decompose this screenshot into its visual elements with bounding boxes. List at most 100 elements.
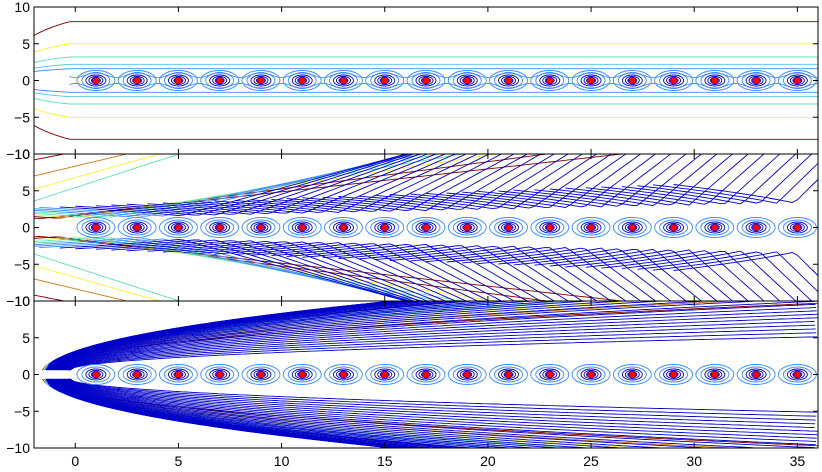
contour-line	[34, 125, 818, 140]
contour-line	[55, 301, 438, 371]
point-contour	[736, 364, 776, 385]
contour-line	[147, 240, 429, 301]
point-contour	[539, 368, 561, 381]
point-contour	[612, 217, 652, 238]
data-point	[669, 223, 678, 232]
contour-line	[199, 242, 457, 301]
y-tick-label: −5	[14, 256, 30, 272]
contour-line	[62, 378, 768, 448]
point-contour	[76, 364, 116, 385]
point-contour	[209, 74, 231, 87]
point-contour	[501, 76, 516, 85]
point-contour	[329, 72, 358, 89]
contour-line	[54, 301, 428, 371]
contour-line	[62, 378, 716, 448]
contour-line	[57, 301, 496, 371]
contour-line	[652, 251, 818, 293]
point-contour	[117, 217, 157, 238]
point-contour	[612, 70, 652, 91]
point-contour	[209, 368, 231, 381]
contour-line	[58, 378, 517, 448]
point-contour	[456, 74, 478, 87]
contour-line	[621, 250, 797, 301]
data-point	[628, 76, 637, 85]
point-contour	[167, 221, 189, 234]
point-contour	[704, 74, 726, 87]
point-contour	[209, 221, 231, 234]
point-contour	[654, 70, 694, 91]
contour-line	[358, 154, 569, 210]
contour-line	[286, 154, 516, 211]
data-point	[793, 76, 802, 85]
contour-plot-area	[34, 21, 818, 140]
contour-line	[56, 378, 450, 448]
point-contour	[782, 72, 812, 89]
contour-line	[462, 154, 657, 208]
point-contour	[81, 72, 111, 89]
point-contour	[539, 221, 561, 234]
data-point	[215, 76, 224, 85]
point-contour	[365, 70, 405, 91]
point-contour	[663, 221, 685, 234]
panel-top: −10 −5 0 5 10	[6, 0, 819, 162]
contour-line	[66, 317, 818, 371]
point-contour	[88, 223, 104, 232]
point-contour	[418, 76, 434, 85]
point-contour	[282, 217, 322, 238]
x-tick-label: 35	[790, 453, 806, 469]
contour-line	[61, 378, 670, 448]
contour-line	[477, 247, 672, 301]
data-point	[215, 223, 224, 232]
contour-line	[250, 154, 491, 212]
point-contour	[170, 370, 186, 379]
point-contour	[583, 370, 599, 379]
point-contour	[786, 368, 808, 381]
data-point	[339, 76, 348, 85]
point-contour	[786, 74, 808, 87]
x-tick-label: 15	[377, 453, 393, 469]
point-contour	[576, 366, 606, 383]
contour-line	[549, 154, 734, 206]
point-contour	[736, 70, 776, 91]
point-contour	[336, 223, 351, 232]
contour-line	[565, 154, 749, 206]
data-point	[174, 76, 183, 85]
contour-line	[54, 301, 419, 371]
contour-line	[271, 154, 503, 212]
contour-line	[425, 247, 627, 301]
point-contour	[241, 364, 281, 385]
point-contour	[88, 370, 104, 379]
point-contour	[324, 364, 363, 385]
point-contour	[621, 74, 643, 87]
data-point	[587, 223, 595, 232]
contour-line	[65, 310, 817, 371]
point-contour	[745, 221, 767, 234]
contour-line	[199, 154, 457, 213]
contour-line	[65, 378, 817, 439]
contour-line	[673, 252, 818, 276]
contour-line	[64, 307, 817, 371]
data-point	[133, 76, 142, 85]
contour-line	[34, 154, 500, 219]
point-contour	[489, 364, 528, 385]
point-contour	[741, 219, 771, 236]
contour-line	[34, 154, 129, 177]
contour-line	[498, 248, 687, 301]
data-point	[380, 76, 389, 85]
contour-line	[425, 154, 627, 208]
contour-line	[183, 154, 447, 214]
data-point	[545, 370, 554, 379]
point-contour	[745, 368, 767, 381]
contour-line	[34, 63, 818, 69]
contour-line	[56, 378, 463, 448]
contour-line	[95, 239, 411, 301]
contour-line	[57, 378, 478, 448]
point-contour	[452, 72, 482, 89]
point-contour	[287, 72, 317, 89]
point-contour	[459, 76, 475, 85]
data-point	[257, 370, 265, 379]
contour-line	[64, 378, 816, 446]
data-point	[710, 76, 719, 85]
y-tick-label: 10	[14, 0, 30, 15]
